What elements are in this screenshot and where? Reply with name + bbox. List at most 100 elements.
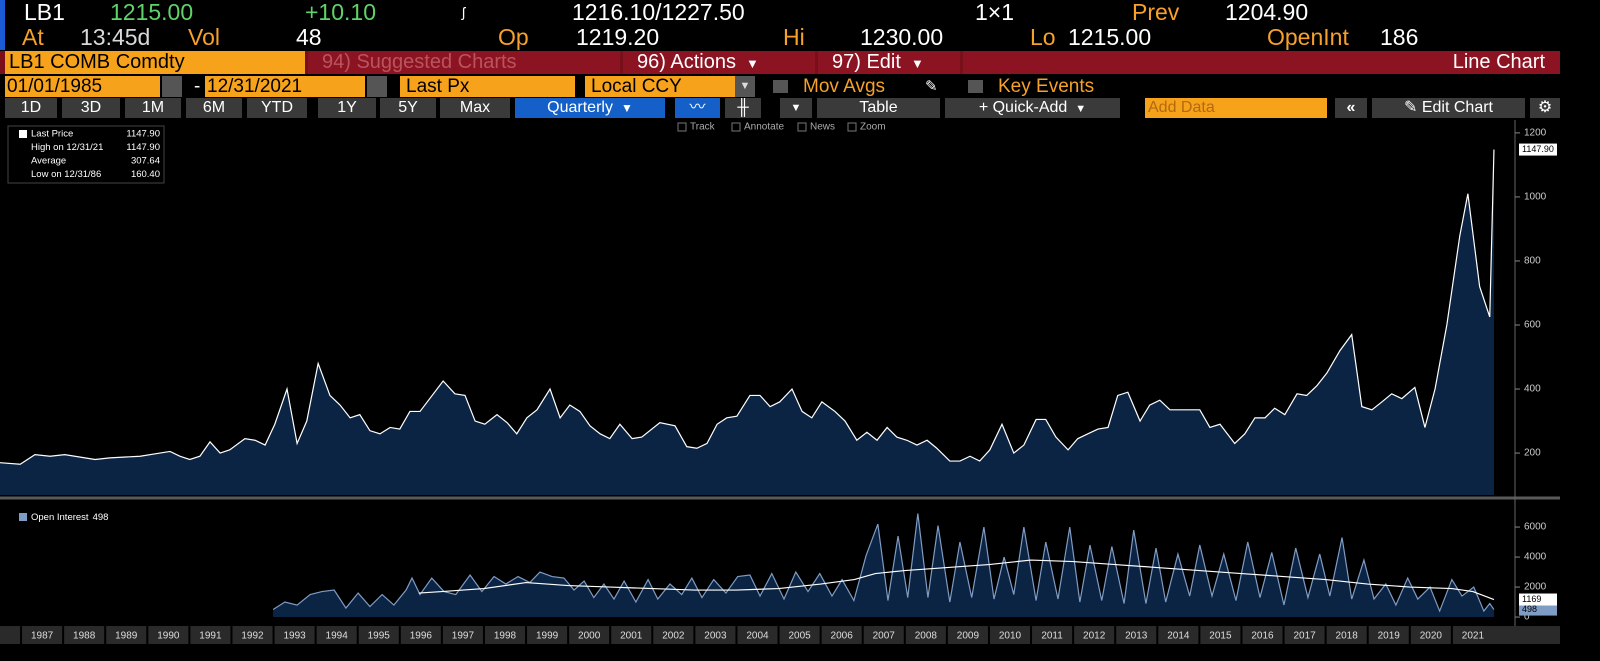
prev: 1204.90 <box>1225 0 1309 25</box>
add-data: Add Data <box>1148 99 1215 116</box>
series-line <box>0 149 1495 465</box>
x-tick-label: 2004 <box>746 631 769 642</box>
prev-label: Prev <box>1132 0 1180 25</box>
legend-value: 160.40 <box>131 169 160 180</box>
edit: 97) Edit <box>832 51 901 73</box>
period: 5Y <box>398 99 418 116</box>
period: Max <box>459 99 491 116</box>
at-label: At <box>22 24 44 50</box>
period-button[interactable]: 5Y <box>380 98 436 118</box>
x-tick-label: 1991 <box>199 631 222 642</box>
x-tick-label: 2013 <box>1125 631 1148 642</box>
start-date-field[interactable]: 01/01/1985 <box>5 76 160 97</box>
vol-label: Vol <box>188 24 220 50</box>
currency: Local CCY <box>591 76 682 97</box>
x-tick-label: 2016 <box>1251 631 1274 642</box>
frequency-select[interactable]: Quarterly ▼ <box>515 98 665 118</box>
x-tick-label: 2008 <box>915 631 938 642</box>
last-price: 1215.00 <box>110 0 194 25</box>
period: YTD <box>261 99 293 116</box>
period-button[interactable]: 1D <box>5 98 57 118</box>
collapse-button[interactable]: « <box>1335 98 1367 118</box>
chart-type-label: Line Chart <box>1452 51 1545 73</box>
edit-button[interactable]: 97) Edit ▼ <box>818 51 960 74</box>
y-tick-label: 200 <box>1524 448 1541 459</box>
last-value-tag <box>1519 593 1557 606</box>
field-select[interactable]: Last Px <box>400 76 575 97</box>
period-button[interactable]: 6M <box>186 98 242 118</box>
legend-label: Average <box>31 156 66 167</box>
pencil-icon: ✎ <box>925 78 938 95</box>
checkbox[interactable] <box>968 80 983 93</box>
period-button[interactable]: YTD <box>247 98 307 118</box>
legend-swatch <box>19 130 27 138</box>
bid-ask: 1216.10/1227.50 <box>572 0 745 25</box>
add-data-field[interactable]: Add Data <box>1145 98 1327 118</box>
period-button[interactable]: Max <box>440 98 510 118</box>
suggested-button[interactable]: 94) Suggested Charts <box>308 51 620 74</box>
op-label: Op <box>498 24 529 50</box>
calendar-icon[interactable] <box>162 76 182 97</box>
dropdown-arrow[interactable]: ▼ <box>735 76 755 97</box>
currency-select[interactable]: Local CCY <box>585 76 735 97</box>
x-tick-label: 1989 <box>115 631 138 642</box>
y-tick-label: 6000 <box>1524 522 1547 533</box>
x-tick-label: 2011 <box>1041 631 1063 642</box>
tool-icon <box>847 122 857 132</box>
x-tick-label: 2006 <box>831 631 854 642</box>
date-separator: - <box>194 76 201 97</box>
legend: Open Interest 498 <box>31 512 108 523</box>
dropdown-button[interactable]: ▼ <box>780 98 812 118</box>
legend-value: 1147.90 <box>126 129 160 140</box>
settings-button[interactable]: ⚙ <box>1530 98 1560 118</box>
last-value-label: 1147.90 <box>1522 144 1554 154</box>
quick-add-button[interactable]: + Quick-Add ▼ <box>945 98 1120 118</box>
x-tick-label: 1996 <box>410 631 433 642</box>
legend-label: Last Price <box>31 129 73 140</box>
lo-label: Lo <box>1030 24 1056 50</box>
series-line <box>272 513 1495 613</box>
frequency: Quarterly <box>547 99 613 116</box>
x-tick-label: 1988 <box>73 631 96 642</box>
caret: ▼ <box>910 56 924 71</box>
period-button[interactable]: 1M <box>125 98 181 118</box>
checkbox[interactable] <box>773 80 788 93</box>
caret: ▼ <box>1075 103 1087 115</box>
x-tick-label: 1992 <box>241 631 264 642</box>
chart-type: Line Chart <box>963 51 1560 74</box>
x-tick-label: 2010 <box>999 631 1022 642</box>
last-value-tag <box>1519 603 1557 616</box>
end-date-field[interactable]: 12/31/2021 <box>205 76 365 97</box>
legend-value: 498 <box>93 512 109 523</box>
period: 6M <box>202 99 226 116</box>
period-button[interactable]: 1Y <box>318 98 376 118</box>
series-line <box>418 559 1495 601</box>
line-icon-button[interactable]: 〰 <box>675 98 720 118</box>
x-tick-label: 2012 <box>1083 631 1106 642</box>
legend-label: Open Interest <box>31 512 89 523</box>
calendar-icon[interactable] <box>367 76 387 97</box>
period: 1Y <box>337 99 357 116</box>
vol: 48 <box>296 24 322 50</box>
chart-tool: Track <box>690 122 716 133</box>
area-fill <box>273 513 1494 618</box>
bar-icon-button[interactable]: ╫ <box>725 98 761 118</box>
x-tick-label: 2018 <box>1336 631 1359 642</box>
y-tick-label: 1000 <box>1524 192 1547 203</box>
legend-label: Low on 12/31/86 <box>31 169 101 180</box>
quick-add: + Quick-Add <box>978 99 1068 116</box>
side-strip <box>0 0 5 50</box>
security: LB1 COMB Comdty <box>9 51 185 73</box>
period: 3D <box>80 99 102 116</box>
table-button[interactable]: Table <box>817 98 940 118</box>
edit-chart-button[interactable]: ✎ Edit Chart <box>1372 98 1525 118</box>
security-field[interactable]: LB1 COMB Comdty <box>5 51 305 74</box>
actions-button[interactable]: 96) Actions ▼ <box>623 51 815 74</box>
mov-avgs: Mov Avgs <box>803 76 886 97</box>
change: +10.10 <box>305 0 376 25</box>
y-tick-label: 1200 <box>1524 128 1547 139</box>
chart-tool: Annotate <box>744 122 784 133</box>
chart-tool: News <box>810 122 835 133</box>
period-button[interactable]: 3D <box>62 98 120 118</box>
period: 1M <box>141 99 165 116</box>
